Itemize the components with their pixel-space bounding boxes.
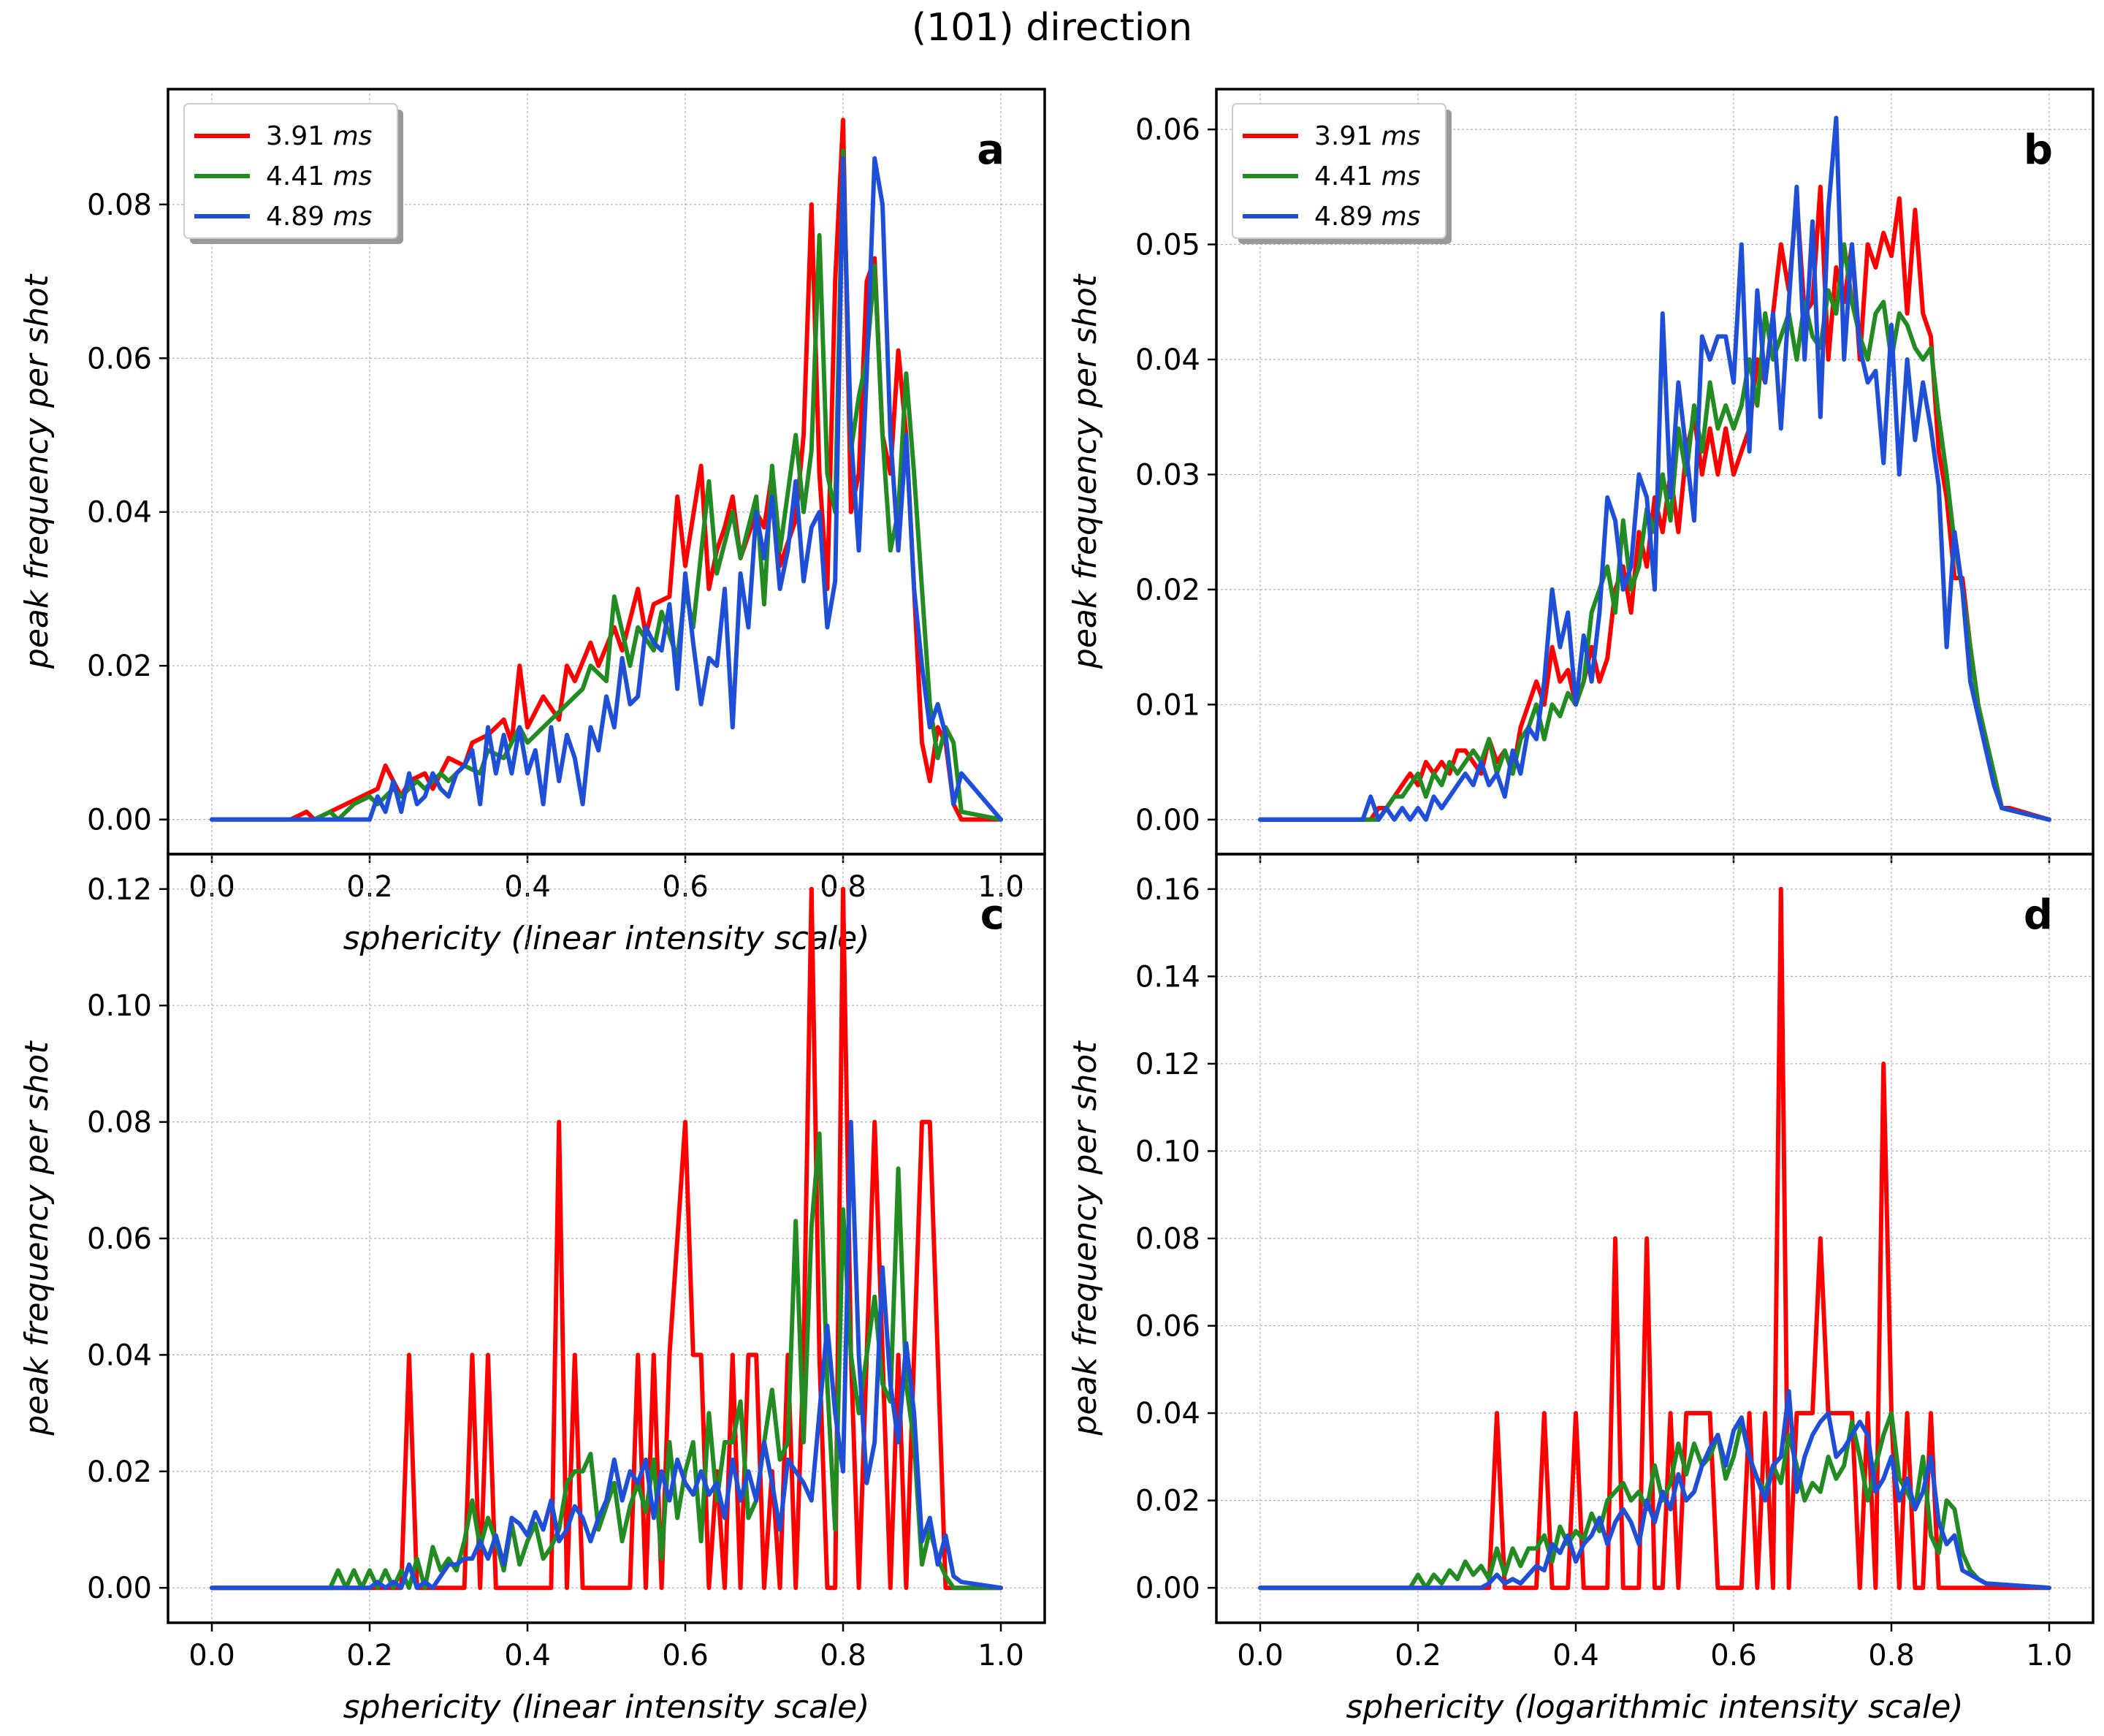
y-tick-label-b-2: 0.02 <box>1135 574 1200 607</box>
x-axis-label-c: sphericity (linear intensity scale) <box>343 1689 870 1726</box>
y-tick-label-b-1: 0.01 <box>1135 688 1200 722</box>
y-tick-label-a-2: 0.04 <box>87 496 152 530</box>
panels: 0.00 0.02 0.04 0.06 0.08 0.0 0.2 0.4 0.6 0.8 1.0 pe… <box>18 88 2095 1726</box>
y-tick-label-a-3: 0.06 <box>87 342 152 376</box>
legend-b: 3.91 ms 4.41 ms 4.89 ms <box>1232 103 1452 244</box>
y-axis-label-c: peak frequency per shot <box>18 1040 56 1436</box>
x-tick-label-d-5: 1.0 <box>2026 1639 2073 1672</box>
legend-label-a-1: 4.41 ms <box>266 161 372 191</box>
legend-label-b-0: 3.91 ms <box>1314 121 1420 151</box>
y-tick-label-a-0: 0.00 <box>87 804 152 837</box>
series-line-b-0 <box>1258 184 2051 822</box>
series-line-b-1 <box>1258 242 2051 822</box>
panel-letter-b: b <box>2024 126 2053 174</box>
x-tick-label-d-4: 0.8 <box>1868 1639 1915 1672</box>
legend-label-b-2: 4.89 ms <box>1314 202 1420 232</box>
legend-unit-a-2: ms <box>333 202 373 232</box>
x-tick-label-d-1: 0.2 <box>1395 1639 1441 1672</box>
y-tick-label-c-1: 0.02 <box>87 1455 152 1489</box>
x-axis-label-a: sphericity (linear intensity scale) <box>343 920 870 957</box>
series-line-b-2 <box>1258 115 2051 822</box>
panel-a: 0.000.020.040.060.080.0 0.2 0.4 0.6 0.8 1.0pe… <box>18 88 1046 957</box>
series-line-d-0 <box>1258 886 2051 1591</box>
panel-letter-d: d <box>2024 891 2053 939</box>
y-tick-label-b-3: 0.03 <box>1135 458 1200 492</box>
y-tick-label-d-3: 0.06 <box>1135 1310 1200 1344</box>
legend-label-a-2: 4.89 ms <box>266 202 372 232</box>
series-line-d-2 <box>1258 1389 2051 1591</box>
y-tick-label-a-1: 0.02 <box>87 650 152 683</box>
y-tick-label-a-4: 0.08 <box>87 189 152 222</box>
panel-letter-a: a <box>977 126 1005 174</box>
legend-unit-a-0: ms <box>333 121 373 151</box>
x-tick-label-c-4: 0.8 <box>820 1639 866 1672</box>
x-axis-label-d: sphericity (logarithmic intensity scale) <box>1346 1689 1963 1726</box>
x-tick-label-d-2: 0.4 <box>1552 1639 1599 1672</box>
panel-c: 0.00 0.02 0.04 0.06 0.08 0.10 0.12 0.0 0.2 0.4 0.6… <box>18 853 1046 1726</box>
y-tick-label-d-5: 0.10 <box>1135 1135 1200 1168</box>
y-tick-label-b-0: 0.00 <box>1135 804 1200 837</box>
y-axis-label-b: peak frequency per shot <box>1067 273 1104 669</box>
x-tick-label-d-0: 0.0 <box>1237 1639 1284 1672</box>
panel-letter-c: c <box>980 891 1005 939</box>
x-tick-label-c-3: 0.6 <box>662 1639 709 1672</box>
legend-label-a-0: 3.91 ms <box>266 121 372 151</box>
legend-label-b-1: 4.41 ms <box>1314 161 1420 191</box>
x-tick-label-c-0: 0.0 <box>188 1639 235 1672</box>
legend-unit-b-0: ms <box>1381 121 1421 151</box>
legend-unit-b-1: ms <box>1381 161 1421 191</box>
y-tick-label-b-4: 0.04 <box>1135 343 1200 377</box>
y-tick-label-c-6: 0.12 <box>87 873 152 907</box>
legend-a: 3.91 ms 4.41 ms 4.89 ms <box>183 103 403 244</box>
series-line-d-1 <box>1258 1411 2051 1591</box>
y-tick-label-b-6: 0.06 <box>1135 113 1200 147</box>
y-tick-label-c-4: 0.08 <box>87 1106 152 1140</box>
y-tick-label-c-2: 0.04 <box>87 1339 152 1372</box>
series-line-c-1 <box>210 1131 1003 1591</box>
y-tick-label-d-6: 0.12 <box>1135 1048 1200 1081</box>
y-tick-label-d-7: 0.14 <box>1135 960 1200 994</box>
panel-d: 0.00 0.02 0.04 0.06 0.08 0.10 0.12 0.14 0.16 0.0 0… <box>1067 853 2095 1726</box>
legend-unit-a-1: ms <box>333 161 373 191</box>
y-tick-label-d-2: 0.04 <box>1135 1397 1200 1431</box>
y-axis-label-a: peak frequency per shot <box>18 273 56 669</box>
y-tick-label-c-0: 0.00 <box>87 1572 152 1605</box>
panel-b: 0.00 0.01 0.02 0.03 0.04 0.05 0.06 peak frequen… <box>1067 88 2095 863</box>
legend-unit-b-2: ms <box>1381 202 1421 232</box>
y-tick-label-d-4: 0.08 <box>1135 1222 1200 1256</box>
series-line-c-2 <box>210 1119 1003 1591</box>
x-tick-label-c-1: 0.2 <box>346 1639 393 1672</box>
y-tick-label-d-0: 0.00 <box>1135 1572 1200 1605</box>
x-tick-label-c-2: 0.4 <box>504 1639 551 1672</box>
y-tick-label-d-1: 0.02 <box>1135 1485 1200 1518</box>
x-tick-label-d-3: 0.6 <box>1710 1639 1757 1672</box>
y-tick-label-c-3: 0.06 <box>87 1222 152 1256</box>
figure-title: (101) direction <box>912 6 1192 50</box>
y-tick-label-d-8: 0.16 <box>1135 873 1200 907</box>
series-line-a-2 <box>210 156 1003 822</box>
y-axis-label-d: peak frequency per shot <box>1067 1040 1104 1436</box>
x-tick-label-c-5: 1.0 <box>977 1639 1024 1672</box>
y-tick-label-c-5: 0.10 <box>87 989 152 1023</box>
y-tick-label-b-5: 0.05 <box>1135 229 1200 262</box>
